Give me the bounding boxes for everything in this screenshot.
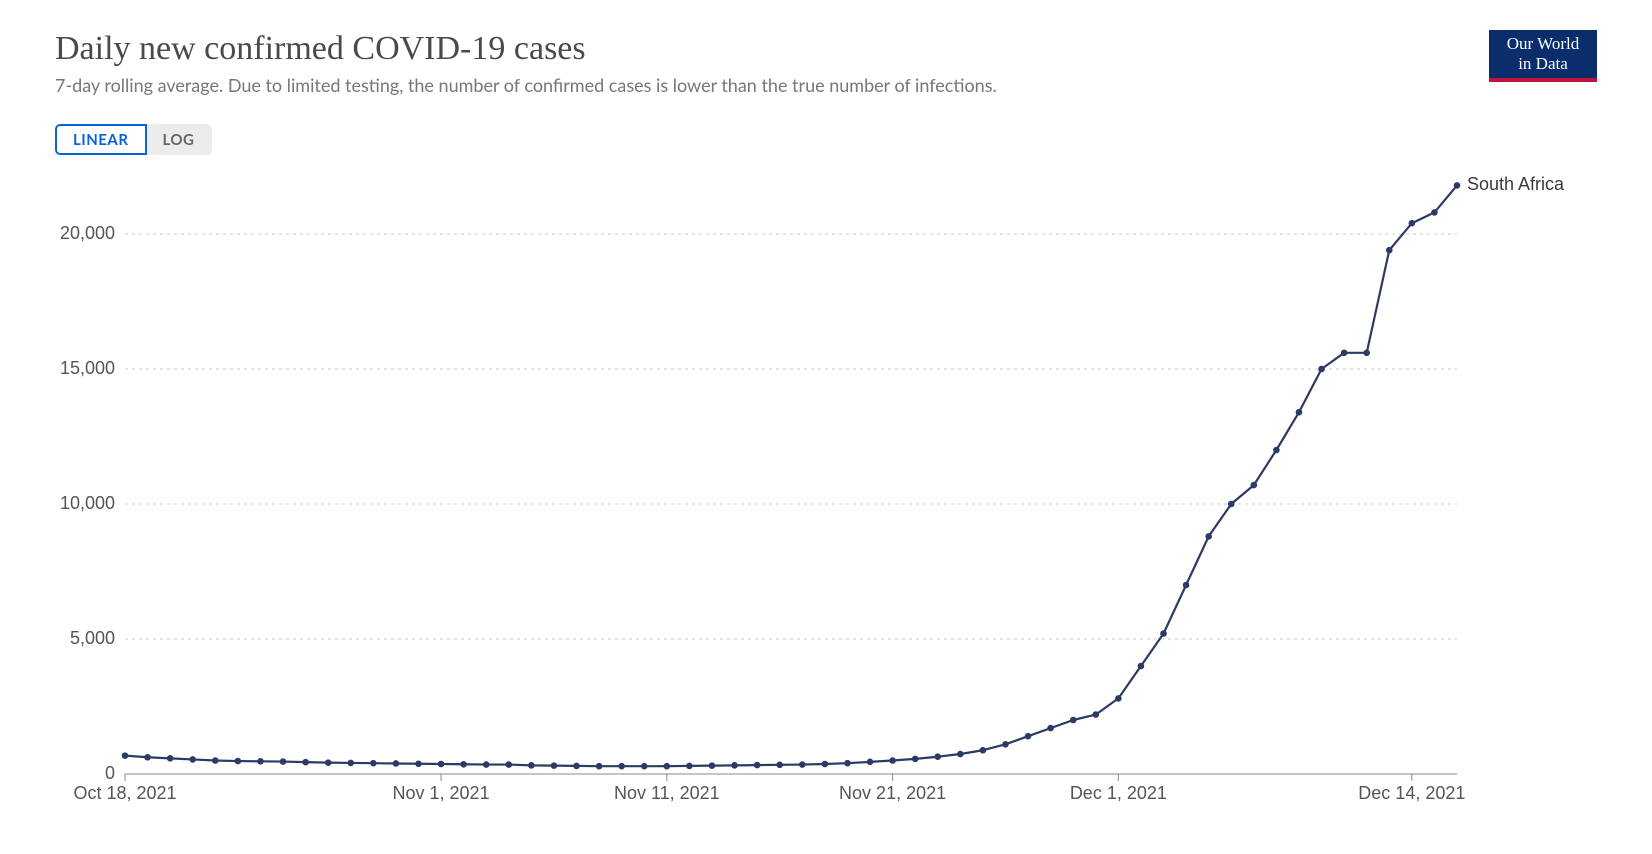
series-marker xyxy=(122,752,129,759)
series-marker xyxy=(867,759,874,766)
line-chart-svg: 0 5,000 10,000 15,000 20,000 Oct 18, 2021 Nov … xyxy=(55,170,1597,814)
series-marker xyxy=(731,762,738,769)
chart-plot-area: 0 5,000 10,000 15,000 20,000 Oct 18, 2021 Nov … xyxy=(55,170,1597,814)
series-marker xyxy=(280,758,287,765)
series-marker xyxy=(799,761,806,768)
logo-text: Our World in Data xyxy=(1507,34,1579,73)
series-marker xyxy=(393,760,400,767)
scale-linear-button[interactable]: LINEAR xyxy=(55,124,147,155)
series-marker xyxy=(1115,695,1122,702)
y-tick-label: 15,000 xyxy=(60,358,115,378)
series-marker xyxy=(1386,247,1393,254)
series-marker xyxy=(1454,182,1461,189)
series-marker xyxy=(325,759,332,766)
series-marker xyxy=(822,761,829,768)
series-marker xyxy=(167,755,174,762)
series-marker xyxy=(1318,366,1325,373)
series-marker xyxy=(347,760,354,767)
logo-line1: Our World xyxy=(1507,34,1579,53)
series-marker xyxy=(980,747,987,754)
series-marker xyxy=(1363,350,1370,357)
logo-line2: in Data xyxy=(1518,54,1568,73)
series-marker xyxy=(1160,630,1167,637)
series-marker xyxy=(1183,582,1190,589)
chart-subtitle: 7-day rolling average. Due to limited te… xyxy=(55,74,1597,96)
scale-toggle: LINEAR LOG xyxy=(55,124,212,155)
x-tick-label: Dec 14, 2021 xyxy=(1358,783,1465,803)
series-marker xyxy=(212,757,219,764)
series-marker xyxy=(1138,663,1145,670)
y-tick-label: 20,000 xyxy=(60,223,115,243)
series-marker xyxy=(1296,409,1303,416)
series-marker xyxy=(483,761,490,768)
series-marker xyxy=(618,763,625,770)
series-marker xyxy=(1092,711,1099,718)
series-marker xyxy=(1025,733,1032,740)
series-marker xyxy=(460,761,467,768)
x-tick-label: Nov 21, 2021 xyxy=(839,783,946,803)
series-marker xyxy=(957,751,964,758)
chart-container: Daily new confirmed COVID-19 cases 7-day… xyxy=(0,0,1652,854)
x-tick-label: Oct 18, 2021 xyxy=(73,783,176,803)
series-marker xyxy=(144,754,151,761)
owid-logo[interactable]: Our World in Data xyxy=(1489,30,1597,82)
series-line xyxy=(125,185,1457,766)
series-marker xyxy=(1205,533,1212,540)
series-marker xyxy=(844,760,851,767)
series-marker xyxy=(641,763,648,770)
series-marker xyxy=(528,762,535,769)
series-marker xyxy=(505,761,512,768)
series-marker xyxy=(370,760,377,767)
series-marker xyxy=(302,759,309,766)
series-marker xyxy=(438,761,445,768)
y-tick-label: 10,000 xyxy=(60,493,115,513)
series-marker xyxy=(709,762,716,769)
scale-log-button[interactable]: LOG xyxy=(147,124,213,155)
series-marker xyxy=(776,762,783,769)
series-marker xyxy=(1070,717,1077,724)
series-marker xyxy=(1431,209,1438,216)
series-marker xyxy=(934,753,941,760)
x-tick-label: Nov 11, 2021 xyxy=(614,783,720,803)
x-tick-label: Nov 1, 2021 xyxy=(393,783,490,803)
series-marker xyxy=(596,763,603,770)
series-marker xyxy=(1409,220,1416,227)
series-marker xyxy=(235,758,242,765)
series-marker xyxy=(1341,350,1348,357)
series-marker xyxy=(1251,482,1258,489)
series-marker xyxy=(664,763,671,770)
series-marker xyxy=(889,757,896,764)
series-marker xyxy=(1002,741,1009,748)
series-marker xyxy=(551,762,558,769)
chart-title: Daily new confirmed COVID-19 cases xyxy=(55,30,1597,68)
series-marker xyxy=(189,756,196,763)
series-marker xyxy=(415,760,422,767)
series-marker xyxy=(686,763,693,770)
series-end-label[interactable]: South Africa xyxy=(1467,174,1565,194)
series-marker xyxy=(754,762,761,769)
y-tick-label: 5,000 xyxy=(70,628,115,648)
y-tick-label: 0 xyxy=(105,763,115,783)
x-tick-label: Dec 1, 2021 xyxy=(1070,783,1167,803)
chart-header: Daily new confirmed COVID-19 cases 7-day… xyxy=(55,30,1597,155)
series-marker xyxy=(912,756,919,763)
series-marker xyxy=(573,763,580,770)
series-marker xyxy=(1273,447,1280,454)
series-marker xyxy=(257,758,264,765)
series-marker xyxy=(1047,725,1054,732)
series-marker xyxy=(1228,501,1235,508)
